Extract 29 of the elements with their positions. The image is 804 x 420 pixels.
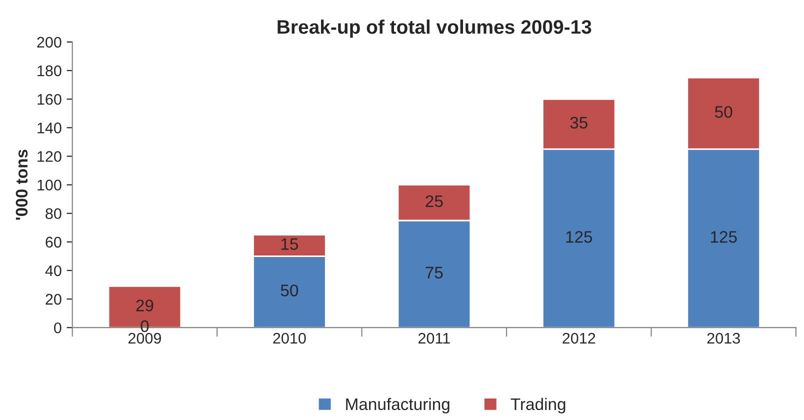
x-tick-label: 2009 bbox=[128, 332, 161, 344]
y-tick-label: 160 bbox=[38, 94, 62, 105]
y-tick-label: 200 bbox=[37, 36, 62, 48]
data-label: 35 bbox=[570, 116, 588, 129]
data-label: 125 bbox=[566, 231, 592, 243]
data-label: 50 bbox=[715, 106, 732, 118]
y-tick-label: 80 bbox=[46, 208, 62, 220]
data-label: 15 bbox=[281, 238, 298, 250]
y-tick-label: 140 bbox=[38, 122, 62, 134]
data-label: 29 bbox=[136, 300, 154, 312]
y-axis-title: '000 tons bbox=[16, 150, 28, 220]
x-tick-label: 2010 bbox=[273, 332, 306, 344]
y-tick-label: 180 bbox=[38, 65, 62, 76]
x-tick-label: 2011 bbox=[418, 332, 450, 344]
data-label: 125 bbox=[710, 231, 737, 243]
y-tick-label: 120 bbox=[38, 151, 62, 162]
y-tick-label: 20 bbox=[46, 294, 62, 305]
x-tick-label: 2012 bbox=[562, 332, 596, 344]
chart-title: Break-up of total volumes 2009-13 bbox=[278, 20, 592, 38]
y-tick-label: 40 bbox=[45, 265, 62, 276]
data-label: 50 bbox=[280, 284, 298, 296]
data-label: 75 bbox=[426, 266, 443, 279]
y-tick-label: 60 bbox=[46, 236, 62, 248]
legend-label: Trading bbox=[510, 398, 566, 414]
y-tick-label: 0 bbox=[54, 322, 62, 334]
x-tick-label: 2013 bbox=[707, 332, 740, 344]
data-label: 25 bbox=[426, 195, 443, 208]
legend-label: Manufacturing bbox=[346, 398, 450, 414]
y-tick-label: 100 bbox=[38, 180, 62, 190]
